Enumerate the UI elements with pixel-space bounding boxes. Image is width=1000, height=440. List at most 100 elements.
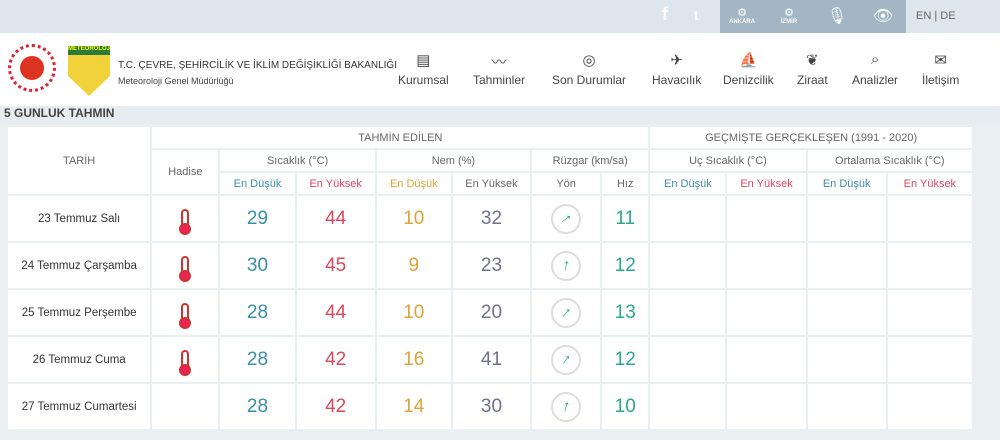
sail-icon: ⛵ — [739, 52, 758, 69]
circle-chevron-icon: ◎ — [582, 52, 596, 69]
past-extreme-min — [650, 243, 726, 288]
language-switch[interactable]: EN | DE — [916, 10, 956, 22]
temp-max: 44 — [296, 290, 375, 335]
microphone-icon[interactable]: 🎙 — [826, 8, 848, 25]
temp-min: 30 — [220, 243, 295, 288]
past-extreme-max — [727, 337, 806, 382]
org-subtitle: Meteoroloji Genel Müdürlüğü — [118, 76, 234, 86]
humidity-max: 30 — [452, 384, 531, 429]
hadise-cell — [152, 337, 219, 382]
wind-arrow-icon: ↑ — [551, 250, 582, 281]
temp-max: 44 — [296, 196, 375, 241]
temp-min: 28 — [220, 337, 295, 382]
temp-min: 28 — [220, 290, 295, 335]
past-extreme-min — [650, 196, 726, 241]
hadise-cell — [152, 384, 219, 429]
past-extreme-max — [727, 384, 806, 429]
station-ankara-button[interactable]: ⚙ ANKARA — [725, 6, 759, 25]
header-max: En Yüksek — [727, 173, 806, 194]
past-extreme-min — [650, 384, 726, 429]
header-nem: Nem (%) — [376, 150, 531, 171]
chart-icon: 〰 — [491, 54, 507, 71]
header-tarih: TARİH — [8, 127, 151, 194]
nav-ziraat[interactable]: ❦ Ziraat — [797, 51, 828, 87]
header-hadise: Hadise — [152, 150, 219, 194]
nav-havacilik[interactable]: ✈ Havacılık — [652, 51, 701, 87]
thermometer-icon — [179, 350, 192, 376]
past-avg-max — [887, 243, 972, 288]
nav-denizcilik[interactable]: ⛵ Denizcilik — [723, 51, 774, 87]
hadise-cell — [152, 243, 219, 288]
humidity-min: 16 — [376, 337, 451, 382]
date-cell: 24 Temmuz Çarşamba — [8, 243, 151, 288]
nav-analizler[interactable]: ⌕ Analizler — [852, 51, 898, 87]
section-band — [0, 106, 1000, 124]
past-avg-min — [807, 243, 886, 288]
thermometer-icon — [179, 256, 192, 282]
wind-speed: 12 — [602, 243, 649, 288]
table-row: 25 Temmuz Perşembe 28 44 10 20 ↑ 13 — [8, 290, 972, 335]
nav-label: Analizler — [852, 73, 899, 87]
header: METEOROLOJİ T.C. ÇEVRE, ŞEHİRCİLİK VE İK… — [0, 33, 1000, 106]
humidity-max: 41 — [452, 337, 531, 382]
search-icon: ⌕ — [870, 51, 880, 68]
table-row: 27 Temmuz Cumartesi 28 42 14 30 ↑ 10 — [8, 384, 972, 429]
header-tahmin: TAHMİN EDİLEN — [152, 127, 649, 148]
wind-speed: 13 — [602, 290, 649, 335]
forecast-table: TARİH TAHMİN EDİLEN GEÇMİŞTE GERÇEKLEŞEN… — [6, 125, 974, 431]
table-row: 23 Temmuz Salı 29 44 10 32 ↑ 11 — [8, 196, 972, 241]
wind-arrow-icon: ↑ — [551, 391, 582, 422]
past-avg-max — [887, 384, 972, 429]
mail-icon: ✉ — [934, 52, 947, 69]
nav-label: Havacılık — [652, 73, 702, 87]
nav-label: Denizcilik — [723, 73, 774, 87]
twitter-icon[interactable]: t — [694, 7, 699, 23]
wind-direction: ↑ — [532, 243, 601, 288]
wind-direction: ↑ — [532, 290, 601, 335]
date-cell: 23 Temmuz Salı — [8, 196, 151, 241]
past-avg-max — [887, 290, 972, 335]
header-yon: Yön — [532, 173, 601, 194]
header-min: En Düşük — [807, 173, 886, 194]
humidity-min: 14 — [376, 384, 451, 429]
wind-direction: ↑ — [532, 384, 601, 429]
document-icon: ▤ — [416, 52, 431, 69]
nav-tahminler[interactable]: 〰 Tahminler — [473, 51, 525, 87]
past-avg-min — [807, 290, 886, 335]
header-max: En Yüksek — [452, 173, 531, 194]
facebook-icon[interactable]: f — [662, 4, 668, 24]
temp-min: 28 — [220, 384, 295, 429]
humidity-min: 10 — [376, 290, 451, 335]
past-extreme-max — [727, 196, 806, 241]
date-cell: 25 Temmuz Perşembe — [8, 290, 151, 335]
humidity-max: 20 — [452, 290, 531, 335]
wind-arrow-icon: ↑ — [551, 344, 582, 375]
nav-son-durumlar[interactable]: ◎ Son Durumlar — [552, 51, 626, 87]
mgm-logo[interactable]: METEOROLOJİ — [68, 46, 110, 96]
wind-speed: 11 — [602, 196, 649, 241]
header-sicaklik: Sıcaklık (°C) — [220, 150, 375, 171]
wind-direction: ↑ — [532, 196, 601, 241]
top-bar: f t ⚙ ANKARA ⚙ İZMİR 🎙 👁 EN | DE — [0, 0, 1000, 33]
org-title: T.C. ÇEVRE, ŞEHİRCİLİK VE İKLİM DEĞİŞİKL… — [118, 60, 397, 71]
nav-label: İletişim — [922, 73, 960, 87]
quick-tools: ⚙ ANKARA ⚙ İZMİR 🎙 👁 — [720, 0, 906, 33]
ministry-logo[interactable] — [8, 44, 56, 92]
humidity-min: 10 — [376, 196, 451, 241]
nav-kurumsal[interactable]: ▤ Kurumsal — [398, 51, 449, 87]
station-izmir-button[interactable]: ⚙ İZMİR — [772, 6, 806, 25]
hadise-cell — [152, 196, 219, 241]
nav-iletisim[interactable]: ✉ İletişim — [922, 51, 959, 87]
temp-max: 42 — [296, 337, 375, 382]
eye-icon[interactable]: 👁 — [872, 8, 894, 25]
date-cell: 26 Temmuz Cuma — [8, 337, 151, 382]
past-avg-max — [887, 337, 972, 382]
table-row: 24 Temmuz Çarşamba 30 45 9 23 ↑ 12 — [8, 243, 972, 288]
past-extreme-max — [727, 290, 806, 335]
past-avg-max — [887, 196, 972, 241]
humidity-min: 9 — [376, 243, 451, 288]
past-extreme-max — [727, 243, 806, 288]
station-label: İZMİR — [780, 19, 798, 25]
nav-label: Tahminler — [473, 73, 526, 87]
wind-arrow-icon: ↑ — [551, 297, 582, 328]
